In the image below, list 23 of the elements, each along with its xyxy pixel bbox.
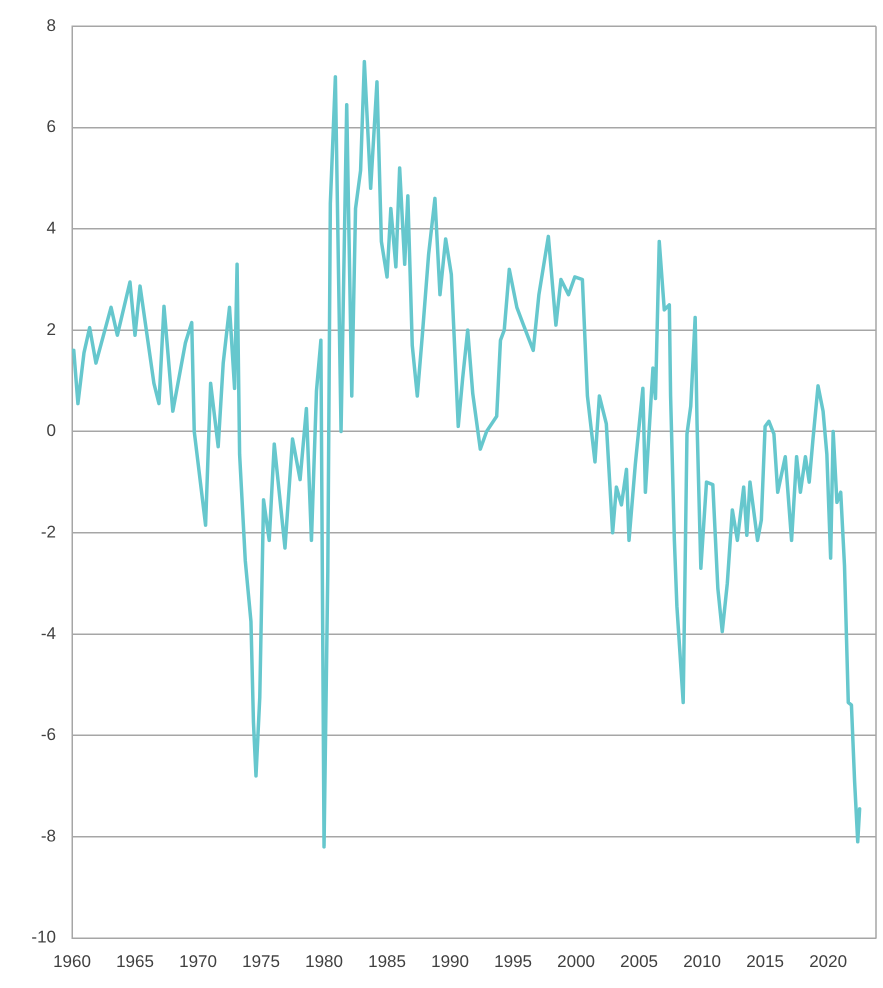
- x-tick-label: 2015: [746, 952, 784, 971]
- x-tick-label: 1965: [116, 952, 154, 971]
- x-tick-label: 2005: [620, 952, 658, 971]
- y-tick-label: -8: [40, 826, 56, 846]
- y-tick-label: 6: [46, 117, 56, 136]
- y-tick-label: 2: [46, 320, 56, 339]
- x-tick-label: 1970: [179, 952, 217, 971]
- x-tick-label: 1960: [53, 952, 91, 971]
- x-tick-label: 1980: [305, 952, 343, 971]
- x-tick-label: 1985: [368, 952, 406, 971]
- x-tick-label: 1975: [242, 952, 280, 971]
- y-tick-label: -10: [31, 928, 56, 947]
- x-tick-label: 2000: [557, 952, 595, 971]
- y-tick-label: 0: [46, 421, 56, 440]
- x-tick-label: 1995: [494, 952, 532, 971]
- x-tick-label: 2010: [683, 952, 722, 971]
- x-tick-label: 1990: [431, 952, 469, 971]
- y-tick-label: -2: [40, 522, 56, 542]
- y-tick-label: 8: [46, 16, 56, 35]
- x-tick-label: 2020: [809, 952, 848, 971]
- y-tick-label: 4: [46, 218, 56, 238]
- y-tick-label: -4: [40, 624, 56, 643]
- y-tick-label: -6: [40, 725, 56, 744]
